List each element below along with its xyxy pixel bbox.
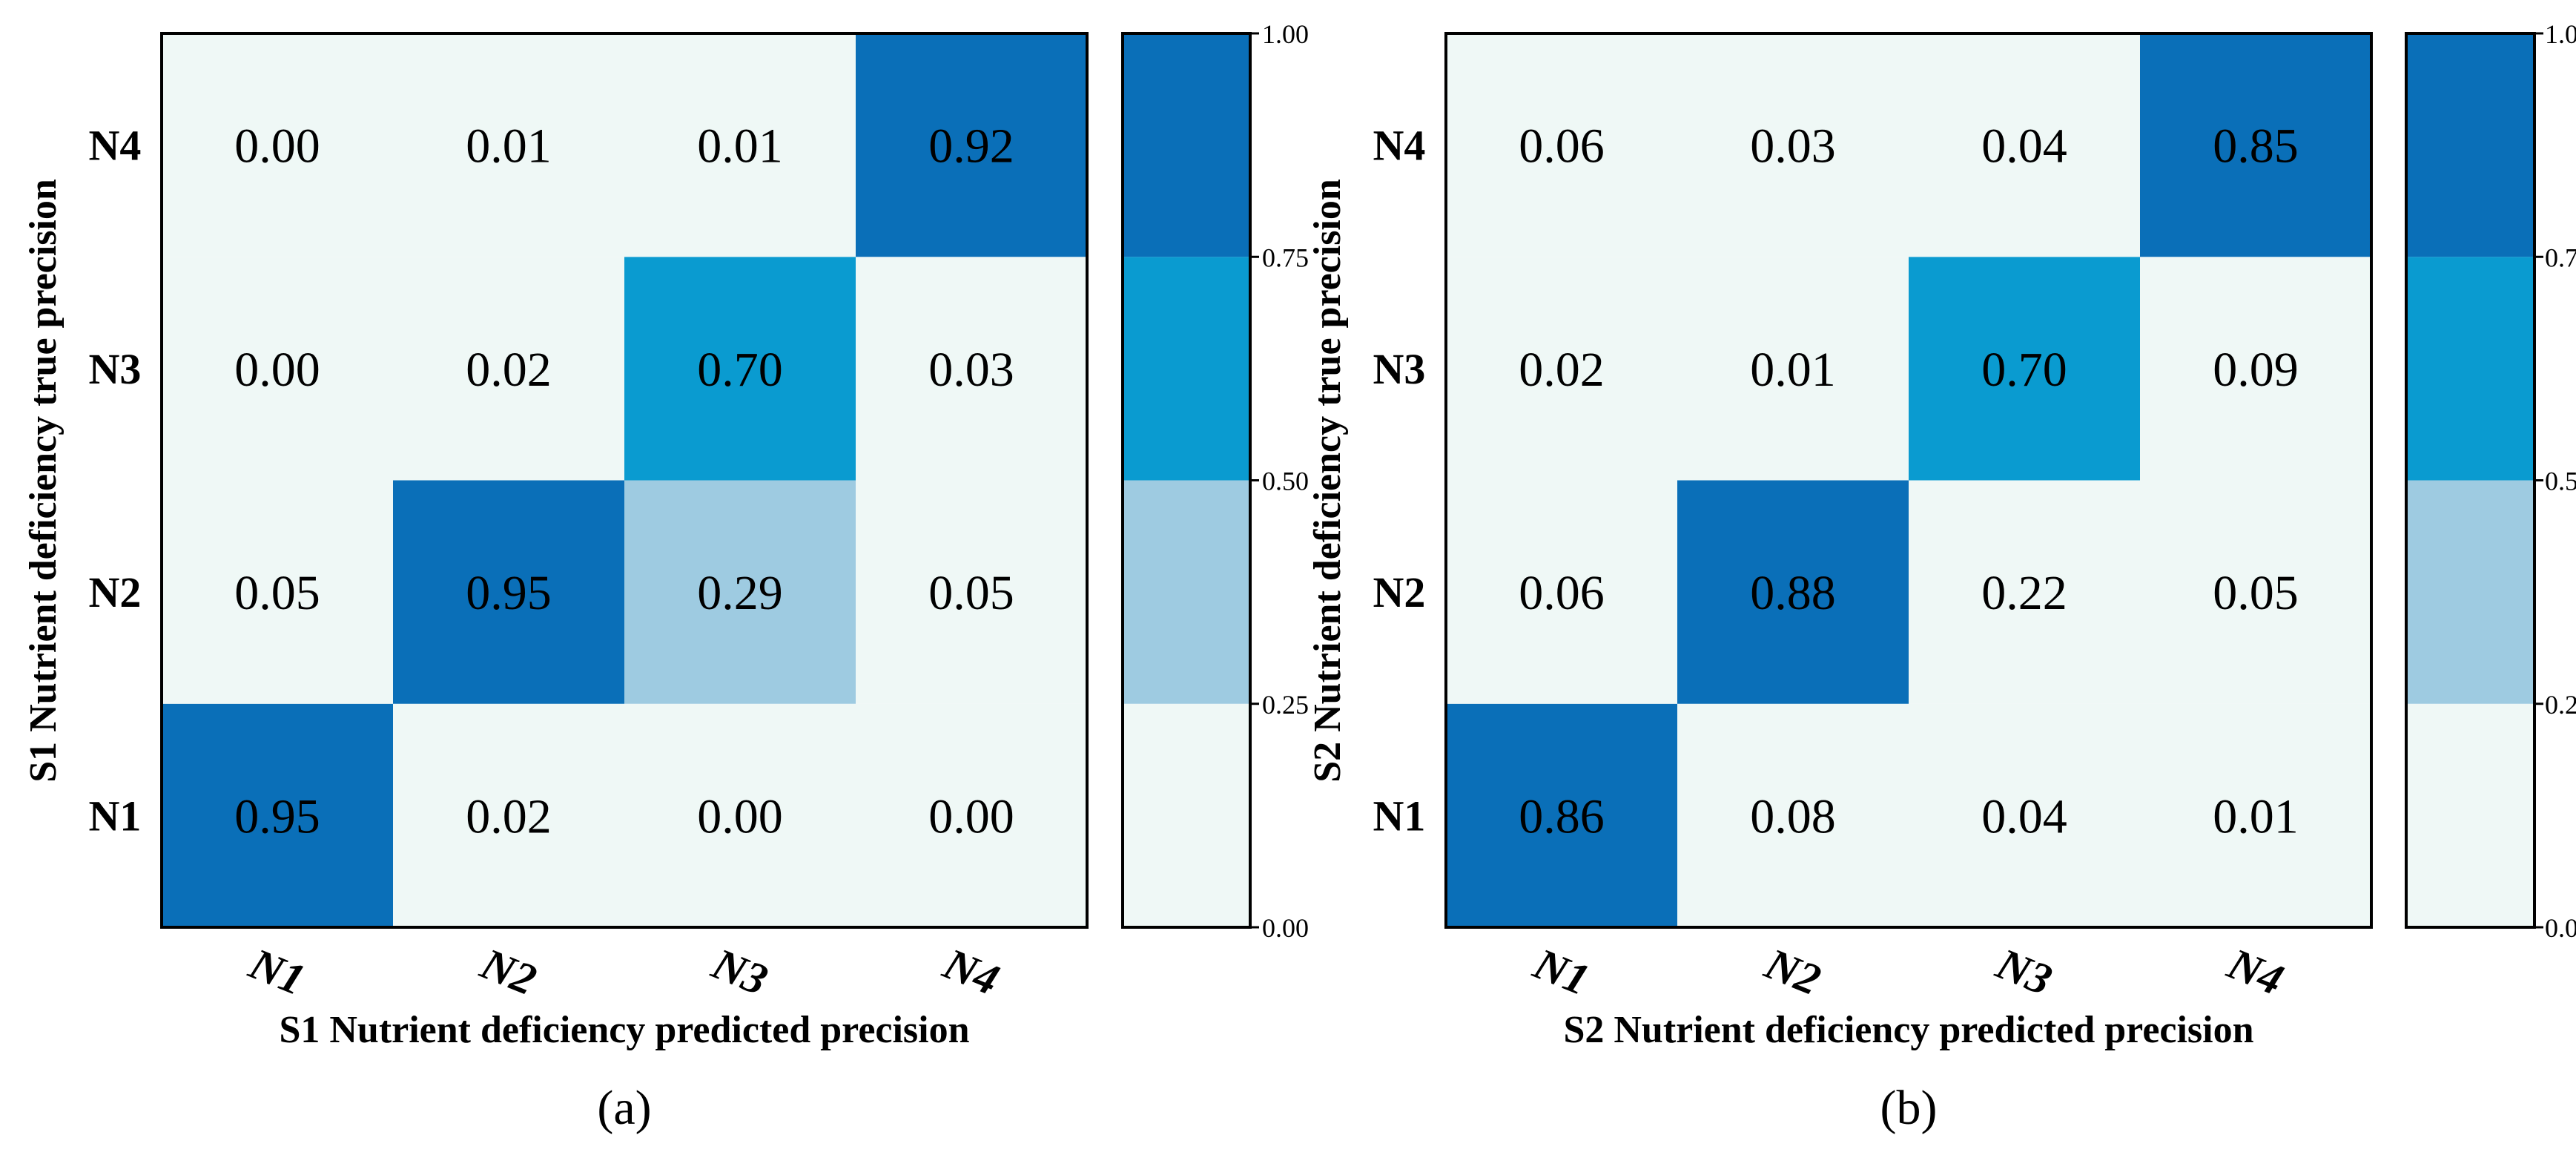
colorbar-tick-label: 0.50: [1262, 467, 1309, 496]
y-tick-label: N3: [1373, 345, 1426, 393]
colorbar-tick-label: 0.00: [2545, 913, 2576, 943]
cell-value: 0.22: [1981, 566, 2067, 620]
heatmap-cell: [1446, 703, 1677, 927]
heatmap-cell: [1446, 257, 1677, 481]
cell-value: 0.86: [1519, 789, 1605, 843]
cell-value: 0.08: [1750, 789, 1836, 843]
cell-value: 0.01: [697, 119, 783, 174]
colorbar-segment: [1123, 703, 1250, 927]
colorbar-tick-label: 0.75: [1262, 243, 1309, 272]
heatmap-cell: [624, 257, 856, 481]
colorbar-tick-label: 0.25: [1262, 690, 1309, 720]
y-tick-label: N3: [89, 345, 142, 393]
cell-value: 0.70: [697, 343, 783, 397]
cell-value: 0.01: [1750, 343, 1836, 397]
colorbar-tick-label: 1.00: [1262, 19, 1309, 49]
panel-label: (a): [597, 1081, 651, 1135]
cell-value: 0.95: [466, 566, 552, 620]
cell-value: 0.09: [2213, 343, 2299, 397]
matrix-border: [1444, 32, 2373, 929]
colorbar-segment: [2406, 480, 2534, 704]
y-tick-label: N1: [1373, 792, 1426, 840]
cell-value: 0.05: [2213, 566, 2299, 620]
cell-value: 0.05: [234, 566, 320, 620]
cell-value: 0.04: [1981, 789, 2067, 843]
colorbar-tick-label: 0.50: [2545, 467, 2576, 496]
heatmap-cell: [1909, 33, 2140, 257]
heatmap-cell: [393, 480, 624, 704]
y-tick-label: N1: [89, 792, 142, 840]
heatmap-cell: [2140, 257, 2371, 481]
cell-value: 0.95: [234, 789, 320, 843]
heatmap-cell: [162, 33, 393, 257]
x-axis-title: S1 Nutrient deficiency predicted precisi…: [279, 1009, 969, 1051]
heatmap-cell: [2140, 480, 2371, 704]
cell-value: 0.00: [928, 789, 1014, 843]
cell-value: 0.04: [1981, 119, 2067, 174]
heatmap-cell: [1446, 33, 1677, 257]
heatmap-cell: [162, 257, 393, 481]
heatmap-cell: [162, 480, 393, 704]
heatmap-cell: [393, 703, 624, 927]
y-tick-label: N2: [89, 568, 142, 616]
heatmap-cell: [393, 33, 624, 257]
heatmap-cell: [1677, 480, 1909, 704]
y-tick-label: N2: [1373, 568, 1426, 616]
cell-value: 0.00: [234, 119, 320, 174]
colorbar-segment: [1123, 257, 1250, 481]
heatmap-cell: [393, 257, 624, 481]
cell-value: 0.00: [697, 789, 783, 843]
heatmap-cell: [1909, 703, 2140, 927]
colorbar-segment: [1123, 33, 1250, 257]
colorbar-tick-label: 0.75: [2545, 243, 2576, 272]
heatmap-cell: [2140, 703, 2371, 927]
cell-value: 0.00: [234, 343, 320, 397]
colorbar-tick-label: 1.00: [2545, 19, 2576, 49]
heatmap-cell: [1677, 703, 1909, 927]
cell-value: 0.06: [1519, 566, 1605, 620]
colorbar-segment: [2406, 703, 2534, 927]
cell-value: 0.29: [697, 566, 783, 620]
cell-value: 0.03: [1750, 119, 1836, 174]
cell-value: 0.70: [1981, 343, 2067, 397]
colorbar-tick-label: 0.00: [1262, 913, 1309, 943]
heatmap-cell: [856, 257, 1087, 481]
cell-value: 0.05: [928, 566, 1014, 620]
cell-value: 0.02: [1519, 343, 1605, 397]
heatmap-cell: [856, 480, 1087, 704]
colorbar-segment: [2406, 33, 2534, 257]
panel-label: (b): [1880, 1081, 1938, 1135]
cell-value: 0.03: [928, 343, 1014, 397]
heatmap-cell: [624, 33, 856, 257]
y-axis-title: S1 Nutrient deficiency true precision: [22, 179, 65, 783]
x-axis-title: S2 Nutrient deficiency predicted precisi…: [1563, 1009, 2253, 1051]
heatmap-cell: [162, 703, 393, 927]
heatmap-cell: [624, 703, 856, 927]
cell-value: 0.02: [466, 343, 552, 397]
heatmap-cell: [1446, 480, 1677, 704]
y-tick-label: N4: [1373, 122, 1426, 170]
heatmap-cell: [1677, 257, 1909, 481]
heatmap-cell: [1677, 33, 1909, 257]
cell-value: 0.02: [466, 789, 552, 843]
cell-value: 0.85: [2213, 119, 2299, 174]
heatmap-cell: [1909, 480, 2140, 704]
y-axis-title: S2 Nutrient deficiency true precision: [1307, 179, 1349, 783]
cell-value: 0.01: [466, 119, 552, 174]
y-tick-label: N4: [89, 122, 142, 170]
matrix-border: [160, 32, 1089, 929]
colorbar-segment: [2406, 257, 2534, 481]
heatmap-cell: [2140, 33, 2371, 257]
heatmap-cell: [856, 703, 1087, 927]
cell-value: 0.92: [928, 119, 1014, 174]
heatmap-cell: [856, 33, 1087, 257]
heatmap-cell: [624, 480, 856, 704]
colorbar-tick-label: 0.25: [2545, 690, 2576, 720]
cell-value: 0.88: [1750, 566, 1836, 620]
cell-value: 0.06: [1519, 119, 1605, 174]
colorbar-segment: [1123, 480, 1250, 704]
cell-value: 0.01: [2213, 789, 2299, 843]
heatmap-cell: [1909, 257, 2140, 481]
